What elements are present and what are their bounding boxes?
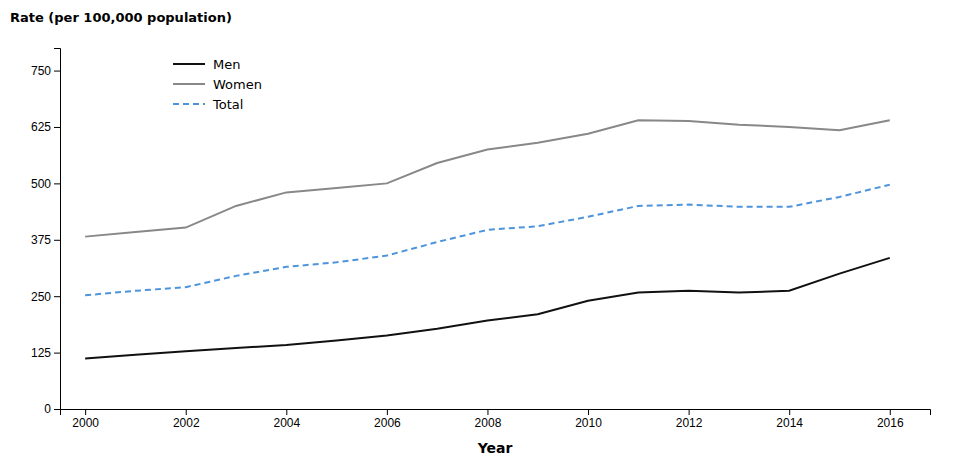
tick: 2012 bbox=[676, 409, 703, 430]
tick-label: 2004 bbox=[273, 416, 300, 430]
series-line bbox=[85, 120, 890, 236]
tick-label: 2006 bbox=[374, 416, 401, 430]
tick-label: 750 bbox=[31, 64, 51, 78]
tick-mark bbox=[54, 127, 60, 128]
tick-label: 625 bbox=[31, 120, 51, 134]
tick-label: 2014 bbox=[776, 416, 803, 430]
tick-label: 0 bbox=[44, 402, 51, 416]
axis-line bbox=[54, 49, 61, 410]
series-line bbox=[85, 185, 890, 296]
tick-mark bbox=[487, 409, 488, 415]
legend-item: Total bbox=[173, 97, 243, 112]
tick-label: 2002 bbox=[173, 416, 200, 430]
tick: 2002 bbox=[173, 409, 200, 430]
tick-mark bbox=[890, 409, 891, 415]
legend-label: Total bbox=[212, 97, 243, 112]
tick-mark bbox=[54, 353, 60, 354]
legend-item: Women bbox=[173, 77, 262, 92]
tick: 2010 bbox=[575, 409, 602, 430]
tick: 750 bbox=[31, 64, 60, 78]
x-axis-title: Year bbox=[477, 440, 513, 456]
legend-label: Men bbox=[213, 57, 240, 72]
tick-mark bbox=[54, 240, 60, 241]
y-axis-title: Rate (per 100,000 population) bbox=[10, 10, 232, 25]
tick: 375 bbox=[31, 233, 60, 247]
tick: 2004 bbox=[273, 409, 300, 430]
tick: 625 bbox=[31, 120, 60, 134]
tick: 2014 bbox=[776, 409, 803, 430]
lines bbox=[85, 120, 890, 358]
tick: 250 bbox=[31, 290, 60, 304]
tick-label: 2008 bbox=[475, 416, 502, 430]
tick-mark bbox=[186, 409, 187, 415]
tick: 2016 bbox=[877, 409, 904, 430]
tick-mark bbox=[689, 409, 690, 415]
plot: 2000 2002 2004 2006 2008 2010 2012 2014 2016 0 125… bbox=[31, 49, 931, 430]
tick: 2008 bbox=[475, 409, 502, 430]
tick-label: 2012 bbox=[676, 416, 703, 430]
tick-label: 500 bbox=[31, 177, 51, 191]
tick-mark bbox=[286, 409, 287, 415]
tick: 2006 bbox=[374, 409, 401, 430]
chart: 2000 2002 2004 2006 2008 2010 2012 2014 2016 0 125… bbox=[0, 0, 960, 467]
tick-label: 250 bbox=[31, 290, 51, 304]
tick: 0 bbox=[44, 402, 60, 416]
tick-mark bbox=[85, 409, 86, 415]
x-axis: 2000 2002 2004 2006 2008 2010 2012 2014 2016 bbox=[61, 409, 931, 430]
legend-swatch bbox=[173, 83, 205, 85]
tick-label: 2010 bbox=[575, 416, 602, 430]
legend-swatch bbox=[173, 63, 205, 65]
tick-label: 125 bbox=[31, 346, 51, 360]
y-axis: 0 125 250 375 500 625 750 bbox=[31, 49, 61, 417]
series-line bbox=[85, 258, 890, 359]
tick: 125 bbox=[31, 346, 60, 360]
legend-label: Women bbox=[213, 77, 262, 92]
tick: 2000 bbox=[72, 409, 99, 430]
tick-label: 375 bbox=[31, 233, 51, 247]
legend-item: Men bbox=[173, 57, 240, 72]
tick-mark bbox=[54, 409, 60, 410]
tick-mark bbox=[54, 183, 60, 184]
tick: 500 bbox=[31, 177, 60, 191]
axis-line bbox=[61, 410, 931, 416]
tick-label: 2000 bbox=[72, 416, 99, 430]
legend: Men Women Total bbox=[173, 57, 262, 112]
tick-mark bbox=[387, 409, 388, 415]
legend-swatch bbox=[173, 103, 205, 105]
tick-mark bbox=[54, 296, 60, 297]
tick-label: 2016 bbox=[877, 416, 904, 430]
tick-mark bbox=[54, 71, 60, 72]
tick-mark bbox=[588, 409, 589, 415]
tick-mark bbox=[789, 409, 790, 415]
